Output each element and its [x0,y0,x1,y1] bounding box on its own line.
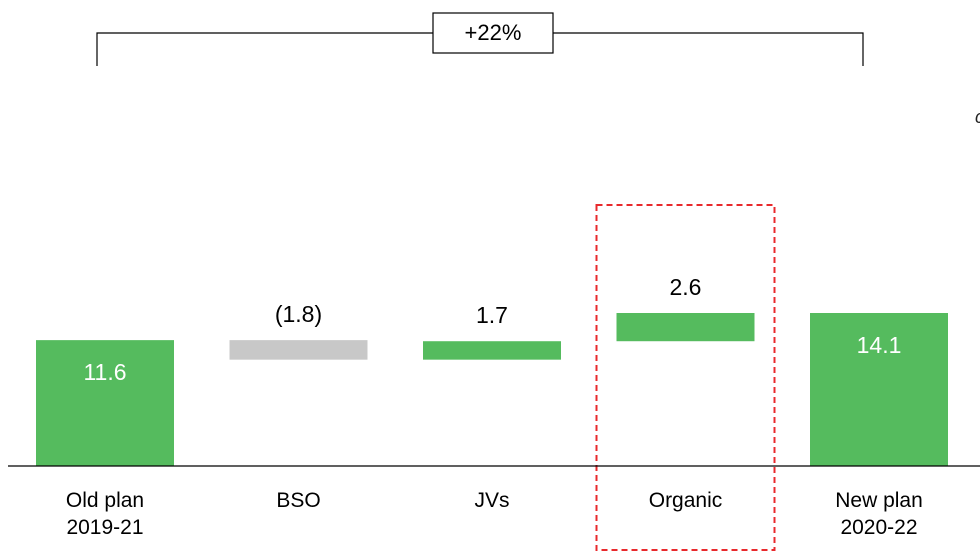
cropped-annotation-line-1: T [900,84,980,106]
highlight-box-organic [595,204,776,551]
category-label-bso: BSO [276,489,320,512]
bracket-label-box [432,12,554,54]
bar-bso [229,340,368,360]
category-label-line: 2020-22 [840,516,917,539]
value-label-new-plan: 14.1 [857,332,902,358]
category-label-old-plan: Old plan 2019-21 [66,489,144,539]
category-label-line: 2019-21 [66,516,143,539]
category-label-line: Organic [649,489,723,512]
value-label-jvs: 1.7 [476,302,508,328]
bracket-label: +22% [465,20,522,45]
value-label-old-plan: 11.6 [83,359,126,385]
cropped-annotation: T ca [900,84,980,128]
cropped-annotation-line-2: ca [900,106,980,128]
category-label-organic: Organic [649,489,723,512]
growth-bracket: +22% [96,12,864,66]
bar-new-plan [810,313,948,466]
value-label-organic: 2.6 [670,274,702,300]
category-label-line: New plan [835,489,923,512]
value-label-bso: (1.8) [275,301,322,327]
bars-group [8,204,980,551]
category-label-jvs: JVs [474,489,509,512]
bar-old-plan [36,340,174,466]
value-labels-group: 11.6 (1.8) 1.7 2.6 14.1 [83,274,901,385]
category-label-line: BSO [276,489,320,512]
category-labels-group: Old plan 2019-21 BSO JVs Organic New plan 2020… [66,489,923,539]
bar-organic [616,313,755,342]
bar-jvs [423,341,561,360]
category-label-new-plan: New plan 2020-22 [835,489,923,539]
category-label-line: JVs [474,489,509,512]
category-label-line: Old plan [66,489,144,512]
